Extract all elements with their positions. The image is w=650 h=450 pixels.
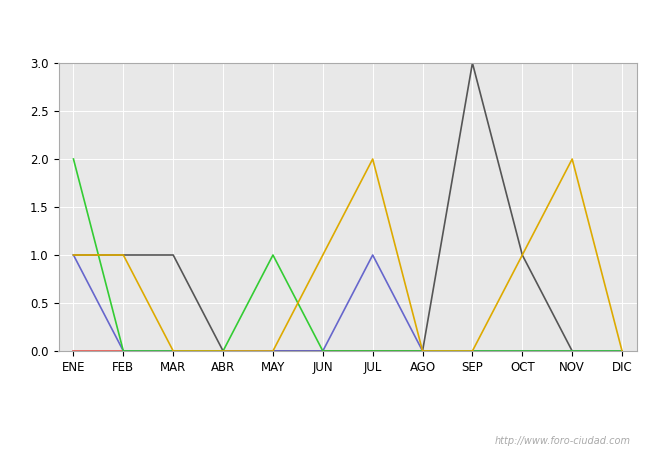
Text: Matriculaciones de Vehiculos en Muñogalindo: Matriculaciones de Vehiculos en Muñogali… <box>136 14 514 32</box>
Text: http://www.foro-ciudad.com: http://www.foro-ciudad.com <box>495 436 630 446</box>
